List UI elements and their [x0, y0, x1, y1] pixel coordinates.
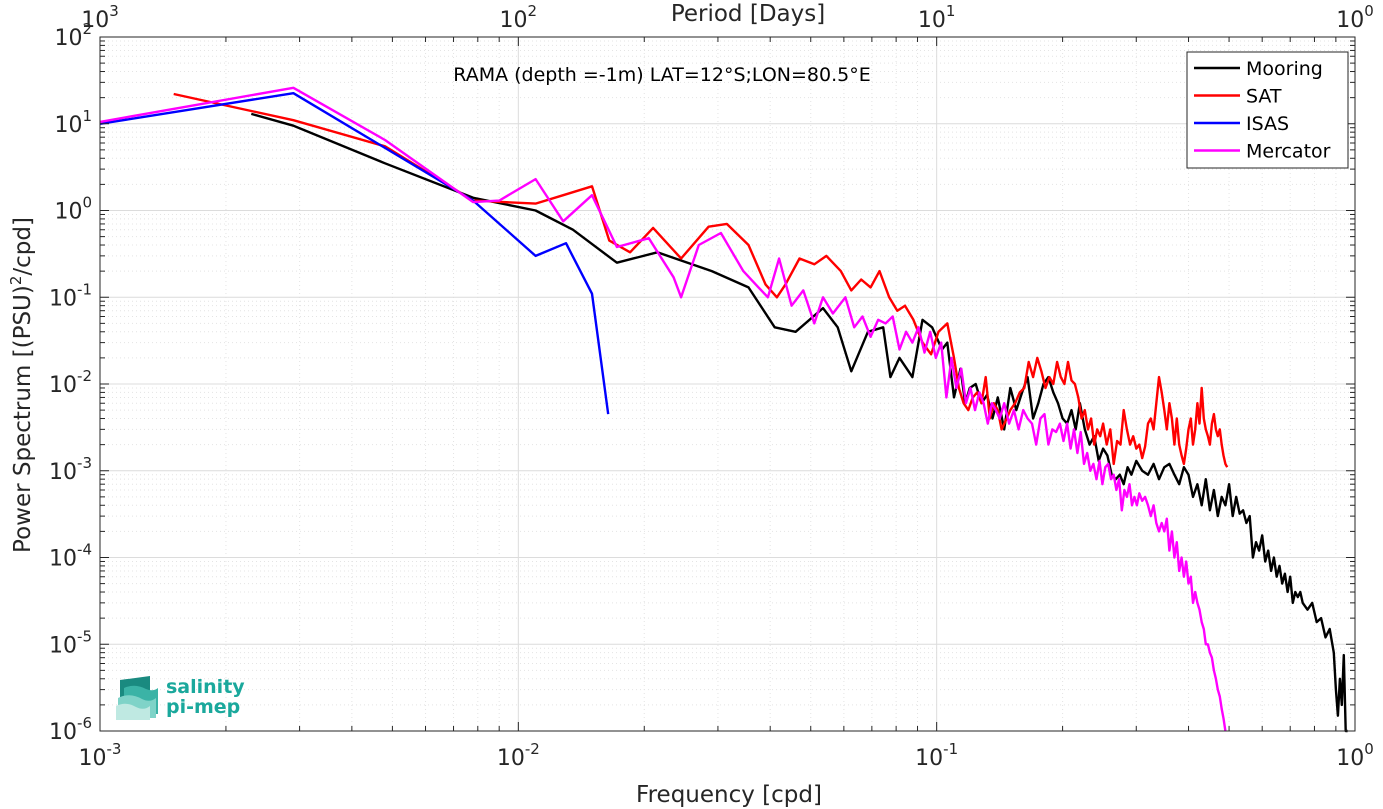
x-tick-label-base: 10: [79, 746, 107, 771]
x-tick-label-exp: -2: [525, 740, 540, 758]
series-line-mercator: [99, 86, 1227, 732]
x-tick-label-exp: 0: [1364, 740, 1374, 758]
y-tick-label-base: 10: [54, 200, 82, 225]
x-tick-label-base: 10: [1336, 746, 1364, 771]
y-tick-label-exp: 2: [82, 20, 92, 38]
y-axis-label-end: /cpd]: [10, 217, 36, 276]
y-tick-label-base: 10: [49, 460, 77, 485]
y-tick-label-base: 10: [54, 113, 82, 138]
y-tick-label: 10-4: [49, 541, 92, 572]
top-tick-label-exp: 3: [109, 2, 119, 20]
x-tick-label: 10-1: [915, 740, 958, 771]
logo-waves-icon: [116, 676, 158, 720]
y-tick-label: 10-6: [49, 714, 92, 745]
salinity-pi-mep-logo: salinity pi-mep: [116, 676, 245, 720]
top-tick-label: 101: [918, 2, 956, 33]
legend-label-mooring: Mooring: [1246, 58, 1323, 80]
x-axis-label: Frequency [cpd]: [636, 782, 822, 808]
legend: Mooring SAT ISAS Mercator: [1186, 51, 1349, 169]
x-tick-label-base: 10: [497, 746, 525, 771]
y-tick-label: 102: [54, 20, 92, 51]
legend-label-isas: ISAS: [1246, 113, 1289, 135]
major-grid: [99, 36, 1356, 732]
logo-text-salinity: salinity: [166, 676, 245, 698]
y-tick-label: 10-3: [49, 454, 92, 485]
top-tick-label-base: 10: [1336, 8, 1364, 33]
y-tick-label-base: 10: [49, 373, 77, 398]
y-tick-label: 100: [54, 194, 92, 225]
y-tick-label-base: 10: [49, 633, 77, 658]
top-tick-label-exp: 1: [946, 2, 956, 20]
top-tick-label-exp: 0: [1364, 2, 1374, 20]
y-tick-label: 10-1: [49, 280, 92, 311]
x-tick-label: 10-2: [497, 740, 540, 771]
x-tick-label-exp: -1: [943, 740, 958, 758]
top-tick-label: 103: [81, 2, 119, 33]
legend-box: [1186, 51, 1349, 169]
y-tick-label-base: 10: [49, 286, 77, 311]
y-tick-label-exp: -6: [77, 714, 92, 732]
y-tick-label-exp: -4: [77, 541, 92, 559]
y-tick-label-base: 10: [49, 720, 77, 745]
chart-title: RAMA (depth =-1m) LAT=12°S;LON=80.5°E: [453, 64, 870, 86]
x-tick-label-exp: -3: [107, 740, 122, 758]
y-tick-label-exp: -2: [77, 367, 92, 385]
top-axis-label: Period [Days]: [671, 1, 825, 27]
top-tick-label-exp: 2: [528, 2, 538, 20]
y-tick-label: 10-2: [49, 367, 92, 398]
top-tick-label: 102: [500, 2, 538, 33]
legend-label-sat: SAT: [1246, 86, 1282, 108]
y-tick-label-exp: 1: [82, 107, 92, 125]
y-axis-label-sup: 2: [7, 276, 25, 286]
top-tick-label: 100: [1336, 2, 1374, 33]
y-tick-label-base: 10: [49, 547, 77, 572]
series-line-isas: [99, 91, 610, 415]
y-tick-label-exp: -1: [77, 280, 92, 298]
y-tick-label-base: 10: [54, 26, 82, 51]
y-tick-label-exp: -5: [77, 627, 92, 645]
y-tick-label-exp: -3: [77, 454, 92, 472]
y-tick-label-exp: 0: [82, 194, 92, 212]
series-line-sat: [173, 92, 1229, 468]
top-tick-label-base: 10: [918, 8, 946, 33]
series-line-mooring: [250, 112, 1348, 733]
y-axis-label: Power Spectrum [(PSU)2/cpd]: [7, 217, 36, 553]
tick-marks: [99, 36, 1356, 732]
top-tick-labels: 103 102 101 100: [81, 2, 1374, 33]
top-tick-label-base: 10: [500, 8, 528, 33]
x-tick-label: 100: [1336, 740, 1374, 771]
x-tick-labels: 10-3 10-2 10-1 100: [79, 740, 1374, 771]
x-tick-label-base: 10: [915, 746, 943, 771]
y-tick-label: 10-5: [49, 627, 92, 658]
series-layer: [99, 86, 1348, 733]
x-tick-label: 10-3: [79, 740, 122, 771]
top-tick-label-base: 10: [81, 8, 109, 33]
y-axis-label-main: Power Spectrum [(PSU): [10, 285, 36, 553]
logo-text-pi-mep: pi-mep: [166, 696, 240, 718]
legend-label-mercator: Mercator: [1246, 141, 1331, 163]
y-tick-label: 101: [54, 107, 92, 138]
